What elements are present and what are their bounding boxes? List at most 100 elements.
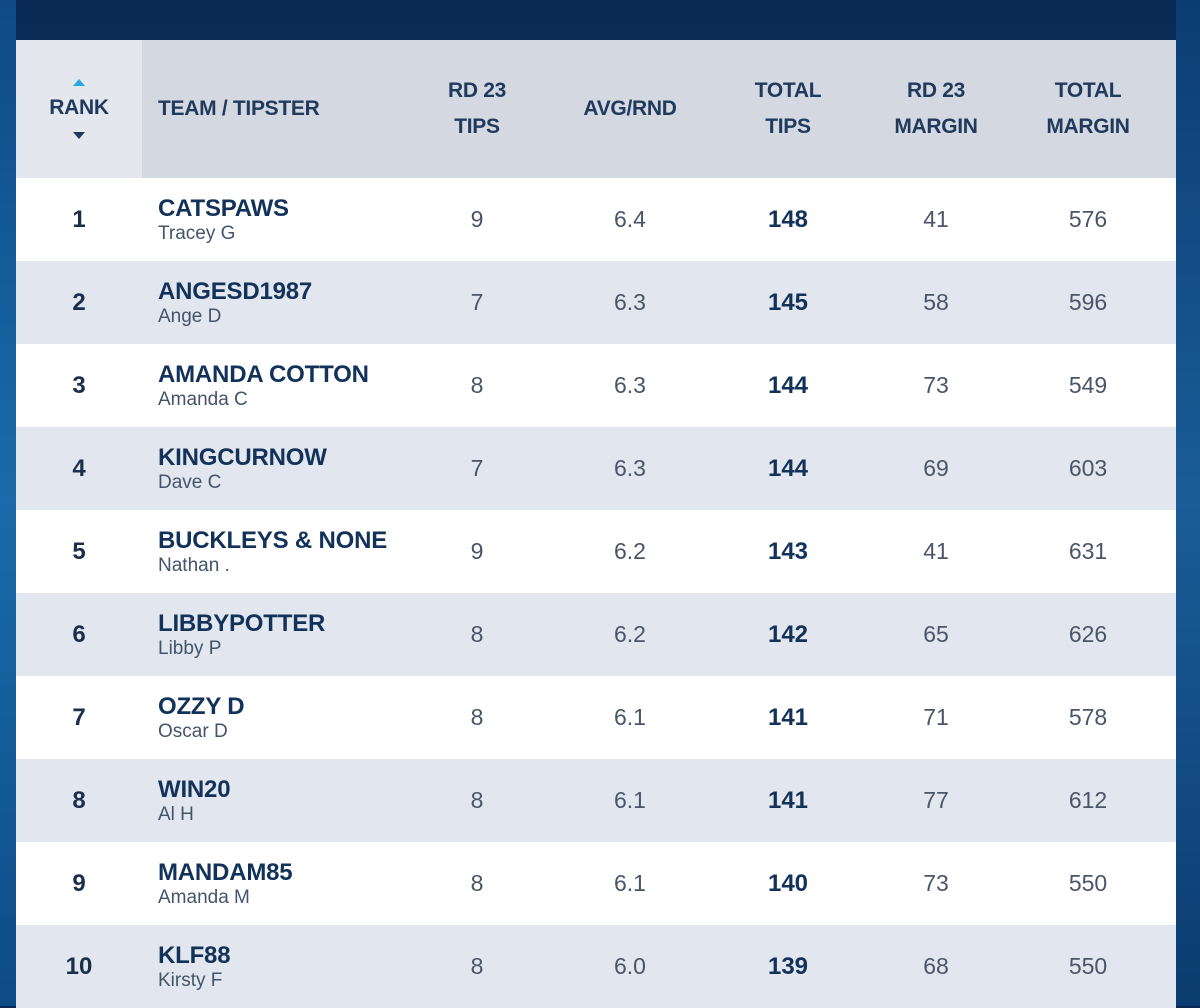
rank-header-label: RANK	[49, 96, 109, 119]
team-header-label: TEAM / TIPSTER	[158, 97, 320, 120]
rd-margin-cell: 71	[923, 704, 949, 730]
rank-cell: 6	[72, 620, 86, 648]
team-cell: BUCKLEYS & NONE Nathan .	[142, 527, 398, 577]
total-margin-cell: 550	[1068, 870, 1108, 896]
rd-tips-column-header: RD 23 TIPS	[398, 40, 556, 178]
rd-margin-cell: 41	[923, 538, 949, 564]
rd-tips-cell: 9	[470, 538, 484, 564]
avg-cell: 6.2	[614, 621, 646, 647]
rd-tips-cell: 9	[470, 206, 484, 232]
rd-tips-cell: 8	[470, 704, 484, 730]
team-name-link[interactable]: KLF88	[158, 941, 231, 969]
background-right-edge	[1176, 0, 1200, 1006]
table-row[interactable]: 5 BUCKLEYS & NONE Nathan . 9 6.2 143 41 …	[16, 510, 1176, 593]
table-body: 1 CATSPAWS Tracey G 9 6.4 148 41 576 2 A…	[16, 178, 1176, 1008]
total-margin-cell: 612	[1068, 787, 1108, 813]
tipster-name: Tracey G	[158, 222, 236, 244]
team-cell: KINGCURNOW Dave C	[142, 444, 398, 494]
total-margin-column-header: TOTAL MARGIN	[1000, 40, 1176, 178]
total-tips-cell: 141	[767, 786, 809, 814]
rd-margin-cell: 69	[923, 455, 949, 481]
rd-margin-cell: 68	[923, 953, 949, 979]
rd-margin-cell: 58	[923, 289, 949, 315]
team-name-link[interactable]: BUCKLEYS & NONE	[158, 526, 388, 554]
total-margin-cell: 603	[1068, 455, 1108, 481]
team-name-link[interactable]: LIBBYPOTTER	[158, 609, 326, 637]
rank-cell: 5	[72, 537, 86, 565]
avg-column-header: AVG/RND	[556, 40, 704, 178]
table-row[interactable]: 7 OZZY D Oscar D 8 6.1 141 71 578	[16, 676, 1176, 759]
tipster-name: Dave C	[158, 471, 222, 493]
rd-margin-cell: 73	[923, 870, 949, 896]
rd-tips-cell: 8	[470, 621, 484, 647]
rank-cell: 3	[72, 371, 86, 399]
team-name-link[interactable]: AMANDA COTTON	[158, 360, 369, 388]
total-margin-header-line1: TOTAL	[1054, 79, 1122, 102]
rd-tips-cell: 7	[470, 289, 484, 315]
rd-margin-cell: 77	[923, 787, 949, 813]
total-margin-cell: 578	[1068, 704, 1108, 730]
rd-margin-header-line2: MARGIN	[894, 115, 978, 138]
team-name-link[interactable]: MANDAM85	[158, 858, 293, 886]
avg-cell: 6.3	[614, 289, 646, 315]
tipster-name: Libby P	[158, 637, 222, 659]
rank-cell: 9	[72, 869, 86, 897]
table-row[interactable]: 2 ANGESD1987 Ange D 7 6.3 145 58 596	[16, 261, 1176, 344]
rank-cell: 1	[72, 205, 86, 233]
team-name-link[interactable]: ANGESD1987	[158, 277, 313, 305]
team-cell: OZZY D Oscar D	[142, 693, 398, 743]
rd-tips-header-line2: TIPS	[454, 115, 500, 138]
rank-cell: 10	[65, 952, 93, 980]
total-tips-cell: 140	[767, 869, 809, 897]
rank-cell: 7	[72, 703, 86, 731]
team-cell: WIN20 Al H	[142, 776, 398, 826]
team-name-link[interactable]: CATSPAWS	[158, 194, 289, 222]
table-row[interactable]: 1 CATSPAWS Tracey G 9 6.4 148 41 576	[16, 178, 1176, 261]
sort-descending-icon[interactable]	[73, 132, 85, 139]
total-tips-cell: 144	[767, 454, 809, 482]
avg-cell: 6.0	[614, 953, 646, 979]
rank-cell: 4	[72, 454, 86, 482]
table-row[interactable]: 3 AMANDA COTTON Amanda C 8 6.3 144 73 54…	[16, 344, 1176, 427]
tipster-name: Ange D	[158, 305, 222, 327]
rd-margin-cell: 65	[923, 621, 949, 647]
total-margin-cell: 631	[1068, 538, 1108, 564]
rd-margin-header-line1: RD 23	[906, 79, 965, 102]
team-cell: LIBBYPOTTER Libby P	[142, 610, 398, 660]
table-row[interactable]: 4 KINGCURNOW Dave C 7 6.3 144 69 603	[16, 427, 1176, 510]
avg-cell: 6.3	[614, 455, 646, 481]
team-cell: MANDAM85 Amanda M	[142, 859, 398, 909]
avg-header-label: AVG/RND	[583, 97, 677, 120]
rd-tips-cell: 8	[470, 787, 484, 813]
avg-cell: 6.4	[614, 206, 646, 232]
rd-margin-cell: 41	[923, 206, 949, 232]
tipster-name: Oscar D	[158, 720, 228, 742]
team-name-link[interactable]: OZZY D	[158, 692, 245, 720]
total-tips-cell: 144	[767, 371, 809, 399]
rd-tips-cell: 8	[470, 372, 484, 398]
table-row[interactable]: 9 MANDAM85 Amanda M 8 6.1 140 73 550	[16, 842, 1176, 925]
avg-cell: 6.1	[614, 870, 646, 896]
total-tips-cell: 141	[767, 703, 809, 731]
team-name-link[interactable]: WIN20	[158, 775, 231, 803]
rank-column-header[interactable]: RANK	[16, 40, 142, 178]
total-margin-header-line2: MARGIN	[1046, 115, 1130, 138]
rank-cell: 8	[72, 786, 86, 814]
total-tips-cell: 143	[767, 537, 809, 565]
total-margin-cell: 596	[1068, 289, 1108, 315]
team-cell: ANGESD1987 Ange D	[142, 278, 398, 328]
total-tips-header-line2: TIPS	[765, 115, 811, 138]
team-name-link[interactable]: KINGCURNOW	[158, 443, 327, 471]
total-tips-cell: 145	[767, 288, 809, 316]
table-row[interactable]: 10 KLF88 Kirsty F 8 6.0 139 68 550	[16, 925, 1176, 1008]
table-row[interactable]: 6 LIBBYPOTTER Libby P 8 6.2 142 65 626	[16, 593, 1176, 676]
rd-margin-column-header: RD 23 MARGIN	[872, 40, 1000, 178]
sort-ascending-icon[interactable]	[73, 79, 85, 86]
table-row[interactable]: 8 WIN20 Al H 8 6.1 141 77 612	[16, 759, 1176, 842]
rd-tips-header-line1: RD 23	[447, 79, 507, 102]
tipster-name: Al H	[158, 803, 194, 825]
rd-tips-cell: 8	[470, 953, 484, 979]
team-cell: KLF88 Kirsty F	[142, 942, 398, 992]
total-margin-cell: 549	[1068, 372, 1108, 398]
table-header: RANK TEAM / TIPSTER RD 23 TIPS AVG/RND TO…	[16, 40, 1176, 178]
